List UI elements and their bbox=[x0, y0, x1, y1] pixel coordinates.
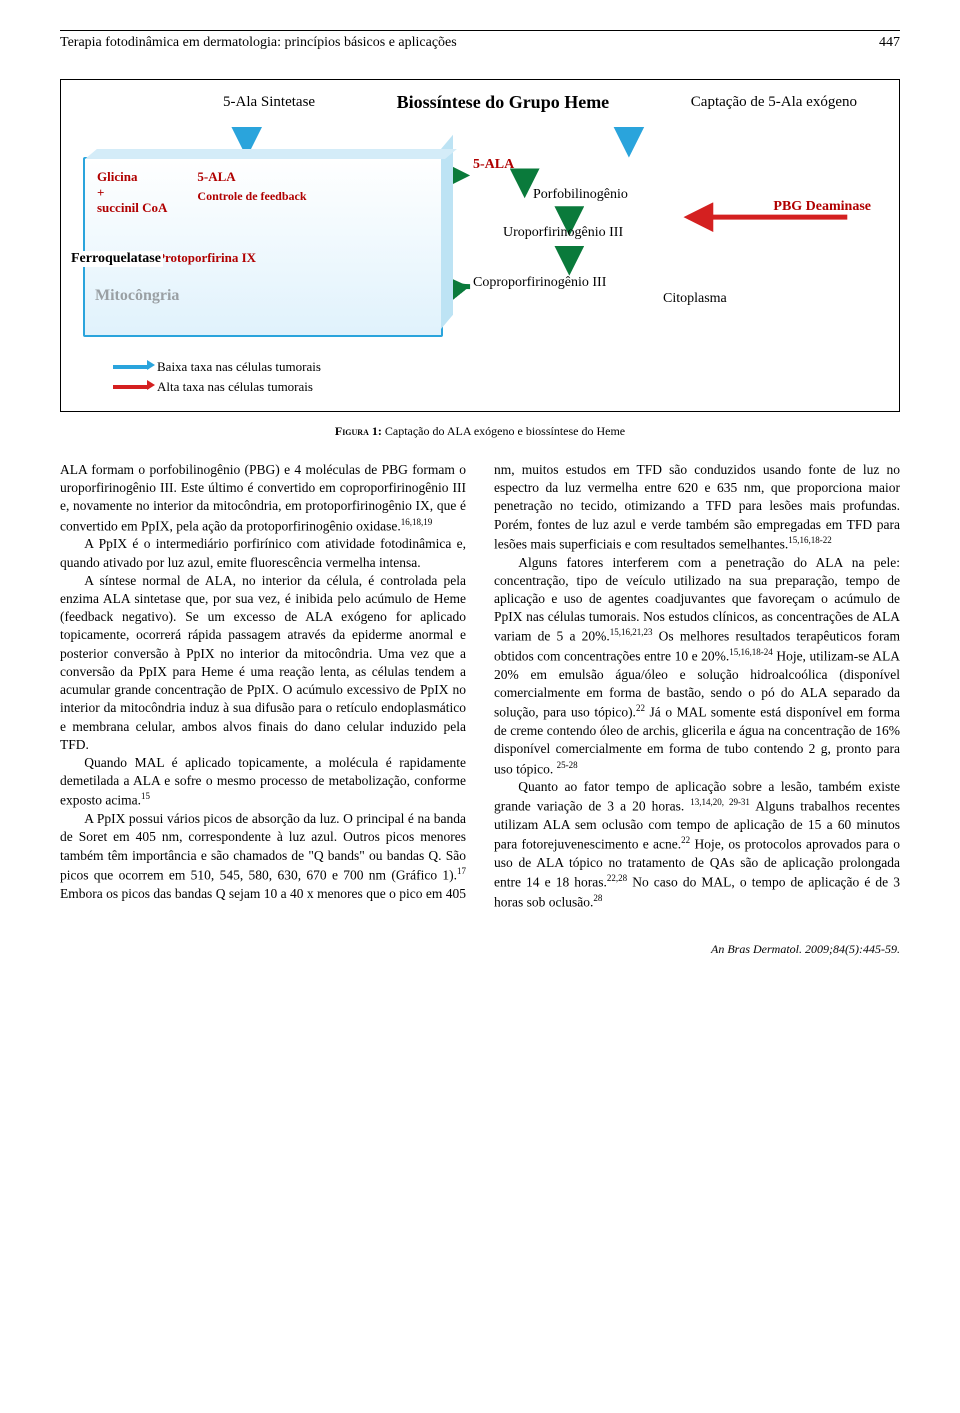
p5a-refs: 17 bbox=[457, 866, 466, 876]
p5a-text: A PpIX possui vários picos de absorção d… bbox=[60, 811, 466, 882]
c2p3b-refs: 22 bbox=[681, 835, 690, 845]
glicina-label: Glicina + succinil CoA bbox=[97, 169, 167, 216]
body-text: ALA formam o porfobilinogênio (PBG) e 4 … bbox=[60, 461, 900, 912]
c2p2d-refs: 25-28 bbox=[557, 760, 578, 770]
figure-title: Biossíntese do Grupo Heme bbox=[397, 92, 610, 113]
coproporfirinogenio-label: Coproporfirinogênio III bbox=[473, 275, 606, 291]
mitocongria-label: Mitocôngria bbox=[95, 287, 179, 305]
figure-legend: Baixa taxa nas células tumorais Alta tax… bbox=[73, 359, 887, 395]
five-ala-mito-label: 5-ALA bbox=[197, 169, 306, 185]
porfobilinogenio-label: Porfobilinogênio bbox=[533, 187, 628, 203]
p5b-text: Embora os picos das bbox=[60, 886, 171, 901]
five-ala-right-label: 5-ALA bbox=[473, 157, 628, 173]
figure-caption-label: Figura 1: bbox=[335, 424, 382, 438]
ferroquelatase-label: Ferroquelatase bbox=[69, 251, 163, 267]
figure-right-label: Captação de 5-Ala exógeno bbox=[691, 94, 857, 111]
legend-low-label: Baixa taxa nas células tumorais bbox=[157, 359, 321, 375]
p4-text: Quando MAL é aplicado topicamente, a mol… bbox=[60, 755, 466, 808]
c2p2a-refs: 15,16,21,23 bbox=[610, 627, 653, 637]
c2p3d-refs: 28 bbox=[593, 893, 602, 903]
controle-feedback-label: Controle de feedback bbox=[197, 189, 306, 204]
journal-footer: An Bras Dermatol. 2009;84(5):445-59. bbox=[60, 942, 900, 957]
p2-text: A PpIX é o intermediário porfirínico com… bbox=[60, 536, 466, 569]
c2p2c-refs: 22 bbox=[636, 703, 645, 713]
p1-refs: 16,18,19 bbox=[401, 517, 433, 527]
uroporfirinogenio-label: Uroporfirinogênio III bbox=[503, 225, 628, 241]
figure-caption: Figura 1: Captação do ALA exógeno e bios… bbox=[60, 424, 900, 439]
figure-1-box: 5-Ala Sintetase Biossíntese do Grupo Hem… bbox=[60, 79, 900, 412]
pbg-deaminase-label: PBG Deaminase bbox=[773, 199, 871, 215]
c2p2b-refs: 15,16,18-24 bbox=[729, 647, 773, 657]
c2p3c-refs: 22,28 bbox=[607, 873, 627, 883]
figure-left-label: 5-Ala Sintetase bbox=[223, 94, 315, 111]
p3-text: A síntese normal de ALA, no interior da … bbox=[60, 573, 466, 752]
figure-caption-text: Captação do ALA exógeno e biossíntese do… bbox=[382, 424, 625, 438]
page-header: Terapia fotodinâmica em dermatologia: pr… bbox=[60, 30, 900, 51]
citoplasma-label: Citoplasma bbox=[663, 291, 727, 307]
protoporfirina-label: Protoporfirina IX bbox=[157, 250, 429, 266]
diagram-area: Glicina + succinil CoA 5-ALA Controle de… bbox=[73, 127, 887, 347]
c2p3a-refs: 13,14,20, 29-31 bbox=[690, 797, 750, 807]
diagram-right-labels: 5-ALA Porfobilinogênio Uroporfirinogênio… bbox=[473, 157, 628, 247]
mitochondria-box: Glicina + succinil CoA 5-ALA Controle de… bbox=[83, 157, 443, 337]
legend-high-label: Alta taxa nas células tumorais bbox=[157, 379, 313, 395]
c2p1a-refs: 15,16,18-22 bbox=[788, 535, 832, 545]
running-title: Terapia fotodinâmica em dermatologia: pr… bbox=[60, 35, 457, 51]
p4-refs: 15 bbox=[141, 791, 150, 801]
page-number: 447 bbox=[879, 35, 900, 51]
